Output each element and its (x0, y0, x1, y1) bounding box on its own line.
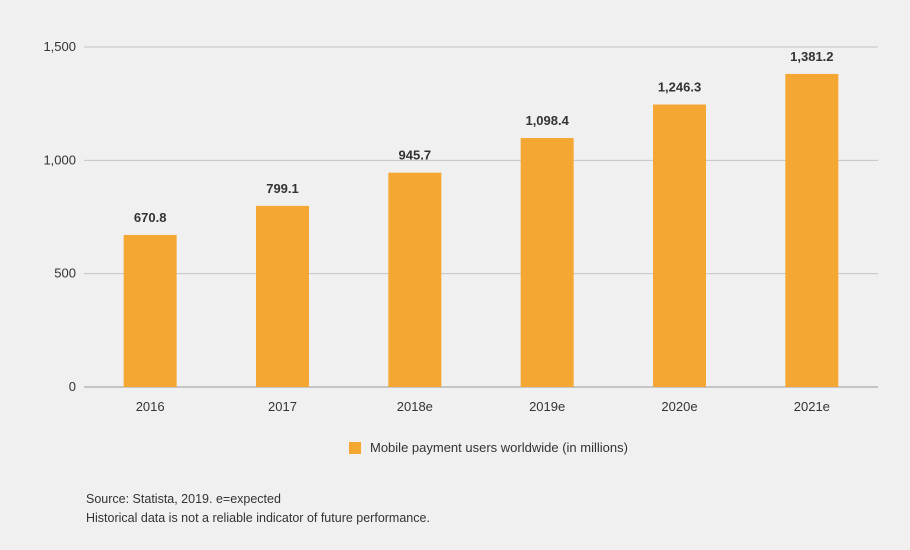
source-note: Source: Statista, 2019. e=expected (86, 492, 281, 506)
x-tick-label: 2018e (397, 399, 433, 414)
bar (256, 205, 309, 387)
bar (785, 73, 839, 387)
x-tick-label: 2017 (268, 399, 297, 414)
x-tick-label: 2021e (794, 399, 830, 414)
data-label: 1,381.2 (790, 49, 833, 64)
y-tick-label: 1,500 (43, 39, 76, 54)
data-label: 670.8 (134, 210, 167, 225)
y-tick-label: 0 (69, 379, 76, 394)
data-label: 945.7 (399, 148, 432, 163)
x-tick-label: 2020e (661, 399, 697, 414)
bar-chart: 0 500 1,000 1,500 670.8 2016 799.1 2017 945.7 201… (43, 39, 878, 414)
data-label: 799.1 (266, 181, 299, 196)
data-label: 1,098.4 (525, 113, 569, 128)
footnotes: Source: Statista, 2019. e=expected Histo… (86, 490, 430, 528)
data-label: 1,246.3 (658, 80, 701, 95)
bar (520, 138, 574, 387)
y-tick-label: 1,000 (43, 152, 76, 167)
y-tick-label: 500 (54, 266, 76, 281)
bar (123, 234, 177, 387)
legend-label: Mobile payment users worldwide (in milli… (370, 440, 628, 455)
bar (388, 172, 442, 387)
disclaimer-note: Historical data is not a reliable indica… (86, 511, 430, 525)
legend-swatch (349, 441, 361, 454)
chart-legend: Mobile payment users worldwide (in milli… (349, 440, 628, 455)
x-tick-label: 2016 (136, 399, 165, 414)
x-tick-label: 2019e (529, 399, 565, 414)
bar (653, 104, 706, 387)
